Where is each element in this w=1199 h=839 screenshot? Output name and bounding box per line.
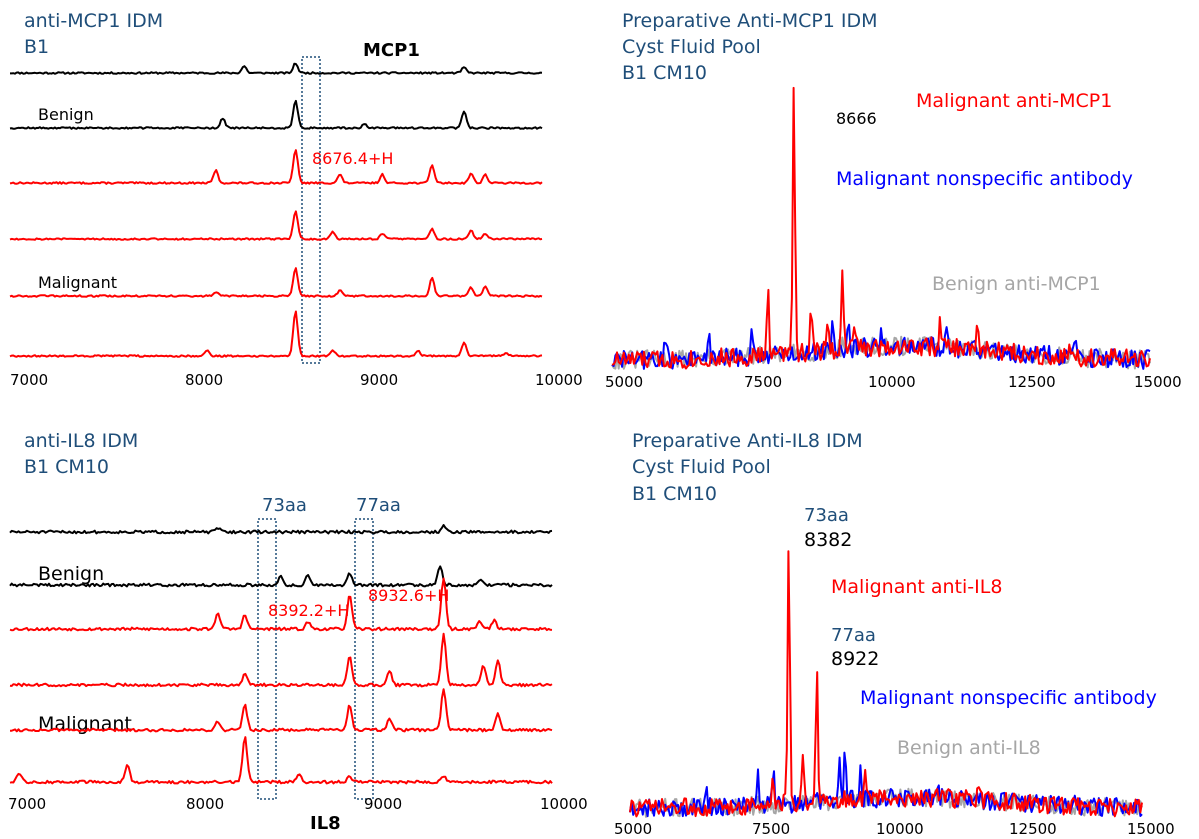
legend-benign-anti-mcp1: Benign anti-MCP1 — [932, 273, 1101, 295]
traces-group — [611, 86, 1151, 370]
legend-malignant-nonspecific: Malignant nonspecific antibody — [860, 687, 1157, 709]
group-label-benign: Benign — [38, 563, 104, 585]
x-axis-ticks: 7000 8000 9000 10000 — [10, 371, 583, 389]
protein-label-il8: IL8 — [310, 813, 341, 834]
panel-b-title-line3: B1 CM10 — [622, 62, 707, 84]
x-tick-label: 9000 — [364, 795, 402, 813]
traces-group — [9, 524, 553, 785]
x-tick-label: 5000 — [605, 373, 643, 391]
panel-a-title-line1: anti-MCP1 IDM — [24, 10, 163, 32]
x-tick-label: 10000 — [868, 373, 916, 391]
spectrum-trace — [611, 86, 1151, 370]
panel-c-title-line2: B1 CM10 — [24, 456, 109, 478]
spectrum-trace — [9, 736, 553, 785]
x-tick-label: 15000 — [1134, 373, 1182, 391]
panel-anti-il8: anti-IL8 IDM B1 CM10 73aa 77aa Benign Ma… — [8, 430, 588, 834]
traces-group — [629, 550, 1143, 818]
group-label-benign: Benign — [38, 105, 94, 124]
spectrum-trace — [9, 267, 543, 298]
panel-d-title-line1: Preparative Anti-IL8 IDM — [632, 430, 863, 452]
spectrum-trace — [10, 688, 553, 733]
x-axis-ticks: 5000 7500 10000 12500 15000 — [605, 373, 1182, 391]
highlight-window-box — [301, 56, 321, 364]
panel-anti-mcp1: anti-MCP1 IDM B1 MCP1 Benign Malignant 8… — [9, 10, 583, 389]
x-tick-label: 10000 — [540, 795, 588, 813]
peak-mass-label-8922: 8922 — [831, 648, 879, 670]
x-axis-ticks: 5000 7500 10000 12500 15000 — [614, 820, 1175, 838]
spectrum-trace — [629, 550, 1143, 818]
x-tick-label: 8000 — [186, 795, 224, 813]
x-tick-label: 8000 — [185, 371, 223, 389]
x-tick-label: 5000 — [614, 820, 652, 838]
window-label-73aa: 73aa — [262, 495, 307, 516]
legend-malignant-anti-mcp1: Malignant anti-MCP1 — [916, 90, 1112, 112]
panel-b-title-line2: Cyst Fluid Pool — [622, 36, 761, 58]
spectrum-trace — [9, 632, 553, 688]
spectrum-trace — [9, 310, 543, 358]
x-tick-label: 9000 — [360, 371, 398, 389]
highlight-window-box-73aa — [257, 518, 277, 800]
x-tick-label: 7500 — [744, 373, 782, 391]
x-tick-label: 10000 — [876, 820, 924, 838]
spectrum-trace — [611, 320, 1151, 370]
spectrum-trace — [10, 62, 543, 75]
window-label-77aa: 77aa — [356, 495, 401, 516]
peak-annotation-73aa: 8392.2+H — [268, 601, 349, 620]
traces-group — [9, 62, 543, 358]
x-tick-label: 7000 — [10, 371, 48, 389]
spectrum-trace — [9, 565, 553, 588]
panel-d-title-line2: Cyst Fluid Pool — [632, 456, 771, 478]
spectrum-trace — [9, 210, 543, 241]
spectrum-trace — [9, 577, 553, 632]
x-tick-label: 12500 — [1008, 373, 1056, 391]
spectrum-trace — [9, 524, 553, 535]
panel-d-title-line3: B1 CM10 — [632, 483, 717, 505]
legend-malignant-anti-il8: Malignant anti-IL8 — [831, 576, 1002, 598]
spectrum-trace — [9, 149, 543, 185]
panel-c-title-line1: anti-IL8 IDM — [24, 430, 138, 452]
highlight-window-box-77aa — [354, 518, 374, 800]
x-tick-label: 15000 — [1127, 820, 1175, 838]
x-tick-label: 10000 — [535, 371, 583, 389]
peak-annotation: 8676.4+H — [312, 149, 393, 168]
protein-label-mcp1: MCP1 — [363, 40, 420, 61]
legend-benign-anti-il8: Benign anti-IL8 — [897, 737, 1041, 759]
panel-prep-anti-il8: Preparative Anti-IL8 IDM Cyst Fluid Pool… — [614, 430, 1175, 838]
peak-mass-label-8382: 8382 — [804, 529, 852, 551]
x-tick-label: 12500 — [1009, 820, 1057, 838]
peak-aa-label-73aa: 73aa — [804, 505, 849, 526]
x-tick-label: 7500 — [752, 820, 790, 838]
spectrum-trace — [9, 99, 543, 130]
peak-annotation-77aa: 8932.6+H — [368, 586, 449, 605]
panel-a-title-line2: B1 — [24, 36, 49, 58]
peak-aa-label-77aa: 77aa — [831, 625, 876, 646]
x-tick-label: 7000 — [8, 795, 46, 813]
peak-mass-label: 8666 — [836, 109, 877, 128]
x-axis-ticks: 7000 8000 9000 10000 — [8, 795, 588, 813]
group-label-malignant: Malignant — [38, 273, 117, 292]
panel-prep-anti-mcp1: Preparative Anti-MCP1 IDM Cyst Fluid Poo… — [605, 10, 1182, 391]
panel-b-title-line1: Preparative Anti-MCP1 IDM — [622, 10, 878, 32]
legend-malignant-nonspecific: Malignant nonspecific antibody — [836, 168, 1133, 190]
